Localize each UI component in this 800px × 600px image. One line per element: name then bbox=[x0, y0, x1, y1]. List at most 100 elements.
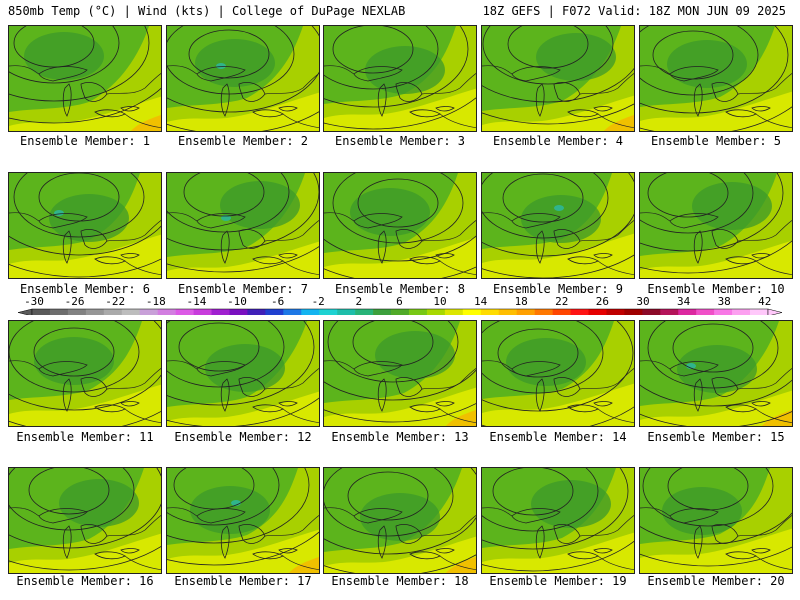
colorbar-tick-label: 6 bbox=[396, 295, 403, 308]
map-plot bbox=[9, 468, 161, 573]
header-left-title: 850mb Temp (°C) | Wind (kts) | College o… bbox=[8, 4, 406, 18]
colorbar-swatch bbox=[678, 309, 697, 315]
colorbar-swatch bbox=[516, 309, 535, 315]
colorbar-swatch bbox=[624, 309, 643, 315]
colorbar-swatch bbox=[642, 309, 661, 315]
ensemble-member-label: Ensemble Member: 5 bbox=[650, 134, 782, 148]
map-plot bbox=[482, 468, 634, 573]
ensemble-member-label: Ensemble Member: 18 bbox=[331, 574, 469, 588]
colorbar-swatch bbox=[157, 309, 176, 315]
colorbar-swatch bbox=[49, 309, 69, 315]
colorbar-tick-label: -10 bbox=[227, 295, 247, 308]
colorbar-swatch bbox=[426, 309, 446, 315]
ensemble-member-map-1 bbox=[8, 25, 162, 132]
ensemble-member-map-17 bbox=[166, 467, 320, 574]
colorbar-swatch bbox=[552, 309, 571, 315]
ensemble-member-map-7 bbox=[166, 172, 320, 279]
colorbar-tick-label: 18 bbox=[514, 295, 528, 308]
ensemble-member-map-9 bbox=[481, 172, 635, 279]
colorbar-swatch bbox=[211, 309, 230, 315]
ensemble-member-map-12 bbox=[166, 320, 320, 427]
ensemble-member-map-4 bbox=[481, 25, 635, 132]
map-plot bbox=[167, 468, 319, 573]
ensemble-member-label: Ensemble Member: 3 bbox=[334, 134, 466, 148]
ensemble-member-label: Ensemble Member: 19 bbox=[489, 574, 627, 588]
colorbar-tick-label: -6 bbox=[270, 295, 285, 308]
colorbar-tick-label: -26 bbox=[64, 295, 85, 308]
colorbar-swatch bbox=[139, 309, 158, 315]
ensemble-member-label: Ensemble Member: 20 bbox=[647, 574, 785, 588]
ensemble-member-label: Ensemble Member: 10 bbox=[647, 282, 785, 296]
colorbar-swatch bbox=[319, 309, 338, 315]
ensemble-member-label: Ensemble Member: 8 bbox=[334, 282, 466, 296]
colorbar-swatch bbox=[121, 309, 141, 315]
ensemble-member-map-13 bbox=[323, 320, 477, 427]
colorbar-swatch bbox=[355, 309, 374, 315]
colorbar-tick-label: 34 bbox=[676, 295, 691, 308]
ensemble-member-map-2 bbox=[166, 25, 320, 132]
map-plot bbox=[167, 26, 319, 131]
ensemble-member-label: Ensemble Member: 12 bbox=[174, 430, 312, 444]
colorbar-tick-label: 30 bbox=[636, 295, 650, 308]
header-right-title: 18Z GEFS | F072 Valid: 18Z MON JUN 09 20… bbox=[482, 4, 786, 18]
colorbar-swatch bbox=[714, 309, 733, 315]
colorbar-tick-label: 38 bbox=[717, 295, 731, 308]
ensemble-member-map-16 bbox=[8, 467, 162, 574]
ensemble-member-label: Ensemble Member: 15 bbox=[647, 430, 785, 444]
ensemble-member-label: Ensemble Member: 14 bbox=[489, 430, 627, 444]
ensemble-member-map-10 bbox=[639, 172, 793, 279]
map-plot bbox=[167, 173, 319, 278]
map-plot bbox=[482, 321, 634, 426]
colorbar-tick-label: -18 bbox=[145, 295, 166, 308]
colorbar-swatch bbox=[462, 309, 482, 315]
colorbar-swatch bbox=[408, 309, 428, 315]
map-plot bbox=[324, 321, 476, 426]
ensemble-member-map-20 bbox=[639, 467, 793, 574]
ensemble-member-map-6 bbox=[8, 172, 162, 279]
map-plot bbox=[9, 173, 161, 278]
map-plot bbox=[9, 321, 161, 426]
colorbar-swatch bbox=[103, 309, 123, 315]
colorbar-tick-label: -14 bbox=[186, 295, 207, 308]
ensemble-member-label: Ensemble Member: 17 bbox=[174, 574, 312, 588]
map-plot bbox=[324, 173, 476, 278]
temperature-colorbar bbox=[17, 308, 783, 315]
map-plot bbox=[9, 26, 161, 131]
colorbar-tick-label: -22 bbox=[105, 295, 126, 308]
colorbar-swatch bbox=[444, 309, 464, 315]
colorbar-swatch bbox=[606, 309, 625, 315]
colorbar-right-arrow bbox=[767, 308, 783, 315]
colorbar-swatch bbox=[570, 309, 589, 315]
map-plot bbox=[640, 26, 792, 131]
colorbar-swatch bbox=[67, 309, 87, 315]
map-plot bbox=[324, 468, 476, 573]
colorbar-tick-label: 42 bbox=[758, 295, 772, 308]
ensemble-member-map-3 bbox=[323, 25, 477, 132]
colorbar-swatch bbox=[193, 309, 212, 315]
colorbar-tick-label: -30 bbox=[24, 295, 44, 308]
ensemble-member-map-11 bbox=[8, 320, 162, 427]
colorbar-swatch bbox=[750, 309, 769, 315]
ensemble-member-map-5 bbox=[639, 25, 793, 132]
ensemble-member-label: Ensemble Member: 16 bbox=[16, 574, 154, 588]
colorbar-swatch bbox=[175, 309, 194, 315]
ensemble-member-label: Ensemble Member: 9 bbox=[492, 282, 624, 296]
colorbar-swatch bbox=[588, 309, 607, 315]
ensemble-member-map-14 bbox=[481, 320, 635, 427]
map-plot bbox=[640, 173, 792, 278]
ensemble-member-label: Ensemble Member: 4 bbox=[492, 134, 624, 148]
map-plot bbox=[324, 26, 476, 131]
colorbar-tick-label: 22 bbox=[555, 295, 569, 308]
ensemble-member-map-18 bbox=[323, 467, 477, 574]
ensemble-member-label: Ensemble Member: 1 bbox=[19, 134, 151, 148]
colorbar-swatch bbox=[534, 309, 553, 315]
ensemble-member-label: Ensemble Member: 11 bbox=[16, 430, 154, 444]
colorbar-swatch bbox=[480, 309, 500, 315]
ensemble-member-label: Ensemble Member: 2 bbox=[177, 134, 309, 148]
ensemble-member-map-15 bbox=[639, 320, 793, 427]
colorbar-swatch bbox=[696, 309, 715, 315]
colorbar-swatch bbox=[85, 309, 105, 315]
map-plot bbox=[640, 468, 792, 573]
map-plot bbox=[640, 321, 792, 426]
ensemble-member-label: Ensemble Member: 7 bbox=[177, 282, 309, 296]
